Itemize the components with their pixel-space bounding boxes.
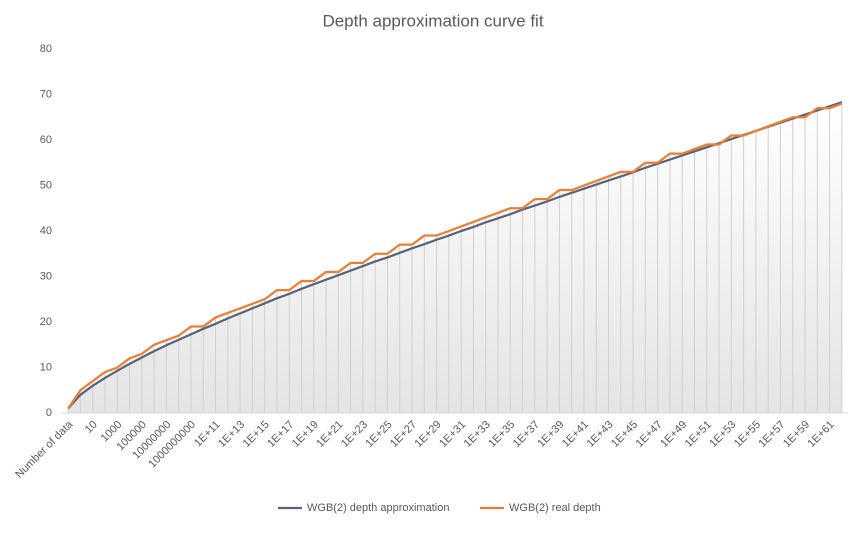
y-tick-label: 80 [40,43,52,55]
legend-label: WGB(2) real depth [509,502,601,514]
area-shade [68,102,842,414]
y-tick-label: 10 [40,361,52,373]
y-tick-label: 50 [40,179,52,191]
chart-title: Depth approximation curve fit [322,11,543,30]
y-tick-label: 30 [40,270,52,282]
y-tick-label: 20 [40,316,52,328]
y-tick-label: 70 [40,88,52,100]
y-tick-label: 40 [40,225,52,237]
legend-label: WGB(2) depth approximation [307,502,449,514]
y-tick-label: 0 [46,407,52,419]
y-tick-label: 60 [40,134,52,146]
series-line [67,102,843,410]
